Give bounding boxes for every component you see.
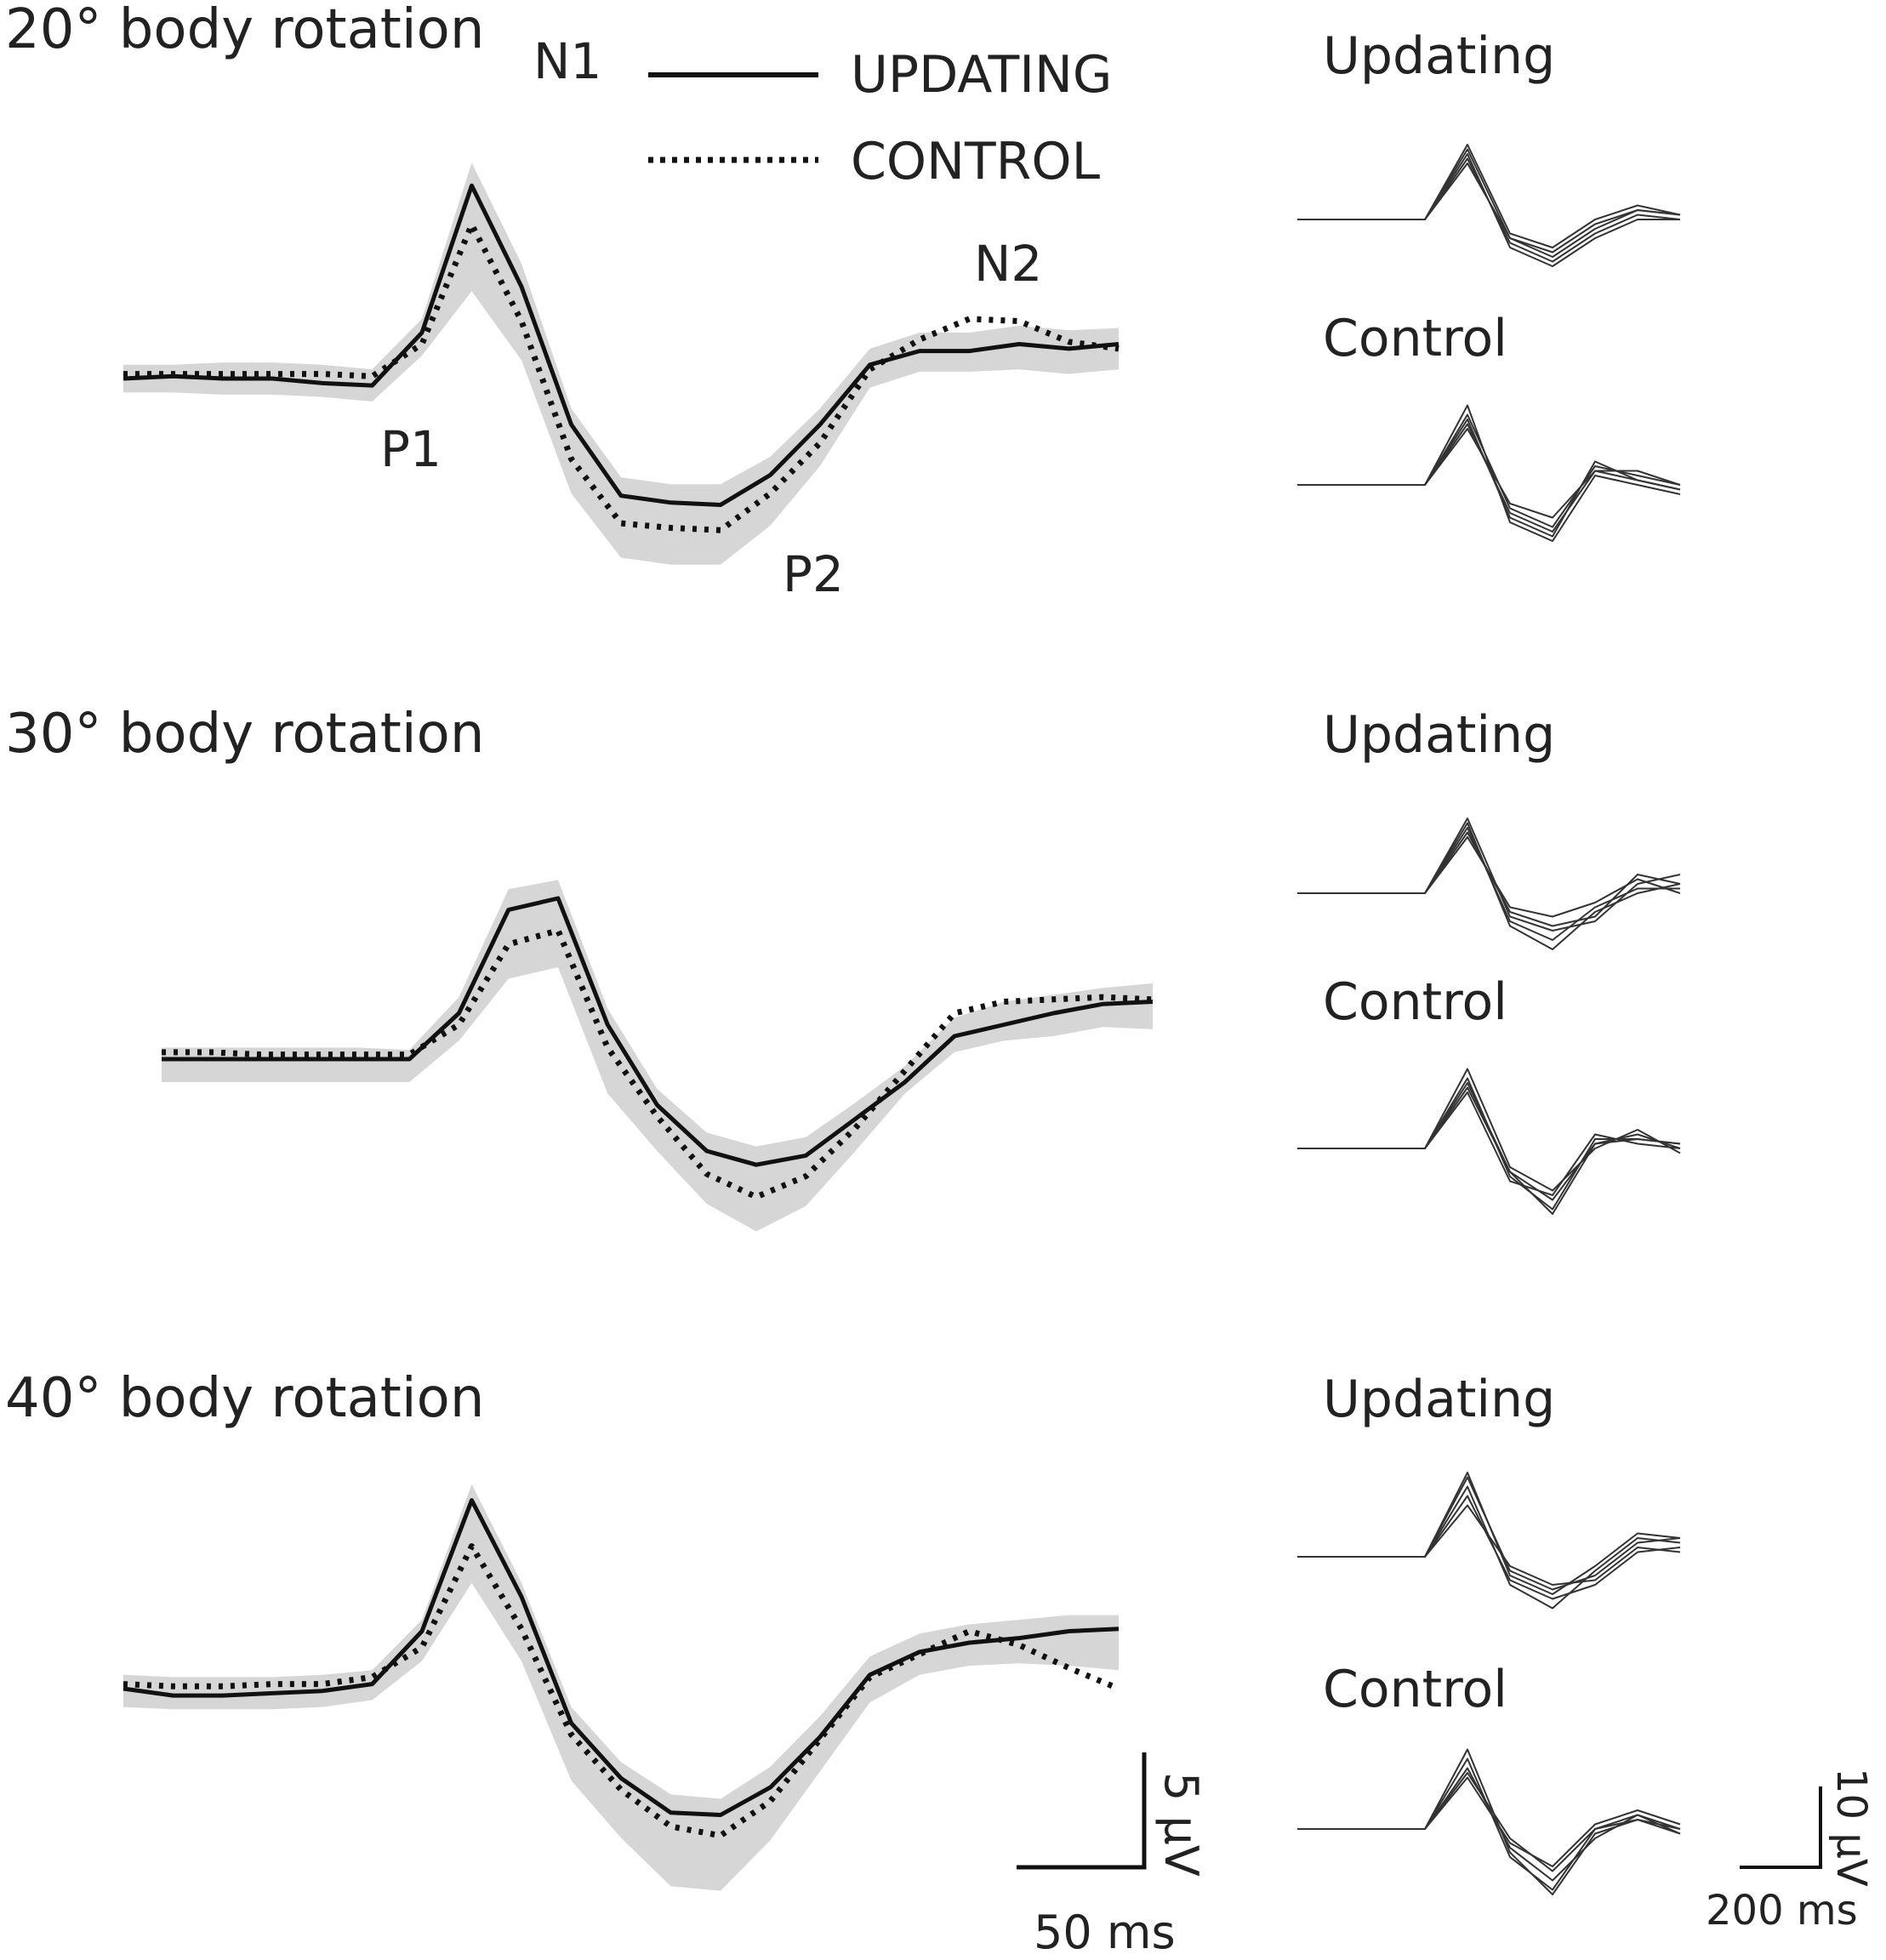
scale-bar-main-lines bbox=[1017, 1752, 1147, 1870]
individual-trace-4 bbox=[1297, 822, 1681, 950]
individual-trace-3 bbox=[1297, 836, 1681, 918]
individual-trace-2 bbox=[1297, 144, 1681, 248]
individual-trace-1 bbox=[1297, 827, 1680, 941]
individual-trace-4 bbox=[1297, 1472, 1681, 1595]
panel-title-40: 40° body rotation bbox=[5, 1367, 484, 1430]
scale-bar-individual-amplitude: 10 μV bbox=[1827, 1768, 1875, 1887]
individual-traces-updating-40 bbox=[1297, 1472, 1681, 1610]
individual-trace-0 bbox=[1297, 423, 1681, 533]
scale-bar-main: 50 ms 5 μV bbox=[1017, 1752, 1208, 1959]
individual-trace-2 bbox=[1297, 1485, 1681, 1610]
individual-trace-1 bbox=[1297, 1077, 1681, 1211]
scale-bar-individual: 200 ms 10 μV bbox=[1706, 1768, 1875, 1934]
individual-traces-updating-20 bbox=[1297, 144, 1681, 267]
subpanel-title-control-40: Control bbox=[1323, 1660, 1507, 1719]
individual-trace-3 bbox=[1297, 1091, 1681, 1196]
subpanel-title-updating-20: Updating bbox=[1323, 26, 1555, 86]
scale-bar-individual-time: 200 ms bbox=[1706, 1887, 1858, 1934]
panel-40-degrees bbox=[123, 1484, 1120, 1891]
individual-trace-2 bbox=[1297, 1776, 1681, 1867]
legend: UPDATING CONTROL bbox=[648, 45, 1112, 191]
series-line-updating bbox=[162, 896, 1154, 1167]
individual-trace-0 bbox=[1297, 831, 1681, 927]
individual-trace-4 bbox=[1297, 148, 1681, 254]
peak-label-n1: N1 bbox=[533, 32, 601, 90]
series-line-updating bbox=[123, 1498, 1120, 1817]
panel-title-20: 20° body rotation bbox=[5, 0, 484, 61]
subpanel-title-control-30: Control bbox=[1323, 972, 1507, 1032]
peak-label-n2: N2 bbox=[974, 235, 1042, 293]
scale-bar-main-amplitude: 5 μV bbox=[1154, 1772, 1208, 1877]
individual-traces-updating-30 bbox=[1297, 818, 1681, 950]
peak-label-p1: P1 bbox=[380, 420, 442, 478]
error-band bbox=[123, 162, 1119, 565]
series-line-updating bbox=[123, 183, 1120, 507]
legend-updating-label: UPDATING bbox=[851, 45, 1112, 105]
panel-20-degrees bbox=[123, 162, 1120, 565]
subpanel-title-updating-40: Updating bbox=[1323, 1370, 1555, 1429]
individual-trace-4 bbox=[1297, 1082, 1681, 1215]
individual-traces-control-30 bbox=[1297, 1068, 1681, 1215]
legend-control-label: CONTROL bbox=[851, 132, 1101, 191]
individual-trace-0 bbox=[1297, 1086, 1681, 1201]
individual-trace-3 bbox=[1297, 1748, 1681, 1895]
error-band bbox=[162, 880, 1153, 1232]
subpanel-title-updating-30: Updating bbox=[1323, 705, 1555, 765]
panel-30-degrees bbox=[162, 880, 1154, 1232]
individual-trace-0 bbox=[1297, 1476, 1681, 1591]
scale-bar-individual-lines bbox=[1740, 1786, 1822, 1869]
peak-label-p2: P2 bbox=[783, 545, 844, 603]
individual-trace-1 bbox=[1297, 1495, 1681, 1600]
individual-traces-control-40 bbox=[1297, 1748, 1681, 1895]
subpanel-title-control-20: Control bbox=[1323, 309, 1507, 368]
error-band bbox=[123, 1484, 1119, 1891]
scale-bar-main-time: 50 ms bbox=[1034, 1906, 1176, 1959]
individual-trace-4 bbox=[1297, 1772, 1681, 1872]
individual-traces-control-20 bbox=[1297, 404, 1681, 542]
individual-trace-4 bbox=[1297, 419, 1681, 538]
panel-title-30: 30° body rotation bbox=[5, 703, 484, 766]
